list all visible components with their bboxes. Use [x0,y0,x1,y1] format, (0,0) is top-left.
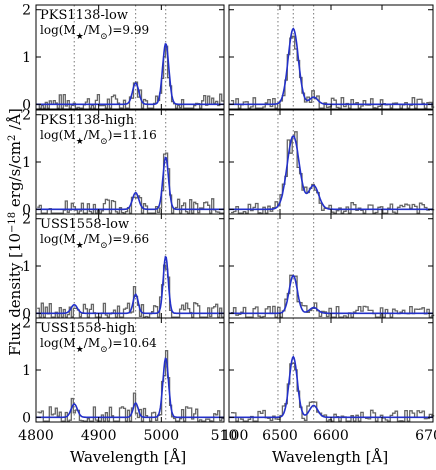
panel-title: PKS1138-high [40,113,135,128]
mass-label: log(M★/M⊙)=9.99 [40,23,149,42]
panel-3-right [228,213,435,319]
y-axis-title-tail: /Å] [6,108,24,135]
model-fit-line [36,156,224,211]
x-axis-title-left: Wavelength [Å] [70,448,186,466]
x-axis-title-right: Wavelength [Å] [272,448,388,466]
y-tick-label: 1 [22,259,31,275]
y-tick-label: 0 [22,410,31,426]
y-tick-label: 2 [22,108,31,124]
observed-spectrum [37,350,224,422]
model-fit-line [36,357,224,419]
panel-frame [228,109,434,215]
x-tick-label: 6700 [415,428,436,444]
y-tick-label: 0 [22,202,31,218]
y-tick-label: 2 [22,212,31,228]
y-tick-label: 2 [22,316,31,332]
y-tick-label: 1 [22,363,31,379]
observed-spectrum [231,362,435,422]
x-tick-label: 510 [211,428,238,444]
panel-frame [228,213,434,319]
y-axis-title-unit-exp: 2 [7,135,18,141]
observed-spectrum [231,274,435,318]
model-fit-line [229,27,433,106]
model-fit-line [36,42,224,106]
x-tick-label: 100 [222,428,249,444]
x-tick-label: 6500 [262,428,298,444]
y-tick-label: 2 [22,3,31,19]
y-axis-title-main: Flux density [10 [6,233,24,356]
x-tick-label: 4900 [81,428,117,444]
y-tick-label: 0 [22,306,31,322]
observed-spectrum [231,35,435,109]
model-fit-line [36,255,224,315]
observed-spectrum [231,131,435,214]
mass-label: log(M★/M⊙)=10.64 [40,336,157,355]
model-fit-line [229,274,433,315]
y-axis-title: Flux density [10−18 erg/s/cm2 /Å] [6,108,24,356]
mass-label: log(M★/M⊙)=11.16 [40,128,157,147]
panel-title: USS1558-high [40,321,136,336]
mass-label: log(M★/M⊙)=9.66 [40,232,149,251]
y-axis-title-exp: −18 [7,212,18,233]
panel-frame [228,4,434,110]
panel-4-right: 100 6500 6600 6700 [222,317,436,444]
model-fit-line [229,355,433,419]
panel-1-right [228,4,435,110]
panel-frame [228,317,434,423]
observed-spectrum [37,152,224,214]
y-tick-label: 1 [22,50,31,66]
panel-2-right [228,109,435,215]
y-tick-label: 1 [22,155,31,171]
model-fit-line [229,134,433,211]
y-axis-title-unit: erg/s/cm [6,141,24,212]
x-tick-label: 6600 [313,428,349,444]
x-tick-label: 5000 [144,428,180,444]
x-tick-label: 4800 [18,428,54,444]
y-tick-label: 0 [22,97,31,113]
panel-title: PKS1138-low [40,8,128,23]
panel-title: USS1558-low [40,217,129,232]
